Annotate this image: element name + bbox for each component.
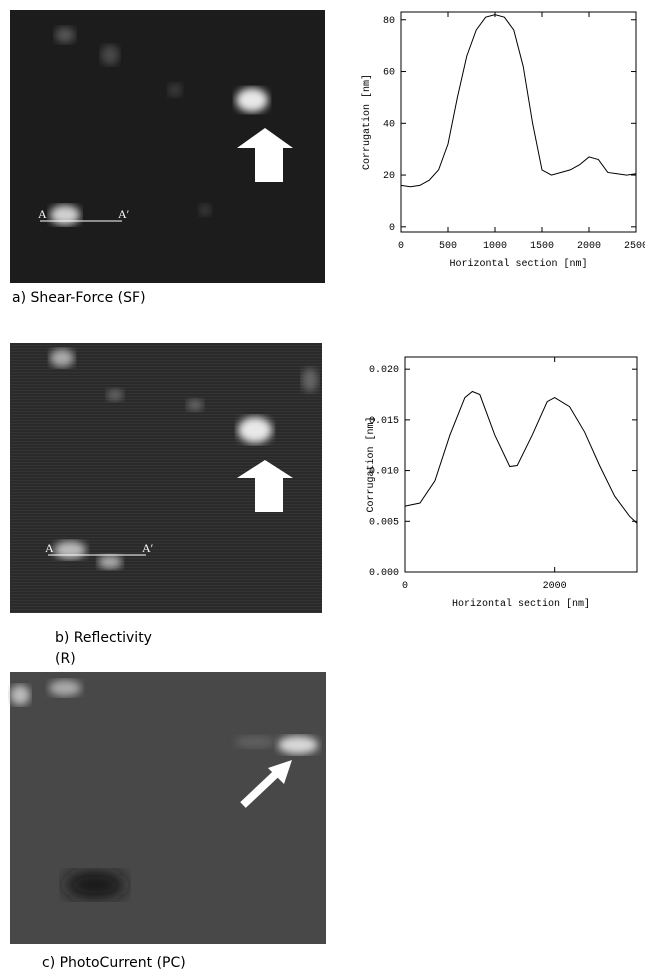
caption: b) Reflectivity <box>55 630 152 646</box>
y-tick-label: 20 <box>383 171 395 182</box>
section-end: A′ <box>118 207 130 221</box>
x-tick-label: 1000 <box>483 241 507 252</box>
caption: a) Shear-Force (SF) <box>12 290 146 306</box>
x-tick-label: 2500 <box>624 241 645 252</box>
y-tick-label: 0.005 <box>369 517 399 528</box>
y-tick-label: 0.020 <box>369 365 399 376</box>
x-axis-label: Horizontal section [nm] <box>449 258 587 270</box>
x-tick-label: 0 <box>402 581 408 592</box>
plot-frame <box>401 12 636 232</box>
y-axis-label: Corrugation [nm] <box>361 74 373 170</box>
x-tick-label: 1500 <box>530 241 554 252</box>
caption: (R) <box>55 651 76 667</box>
x-tick-label: 0 <box>398 241 404 252</box>
sf-image: A A′ <box>10 10 325 283</box>
r-image: A A′ <box>10 343 322 613</box>
x-tick-label: 2000 <box>543 581 567 592</box>
line <box>401 15 636 187</box>
section-start: A <box>45 541 54 555</box>
line <box>405 391 637 523</box>
y-tick-label: 60 <box>383 68 395 79</box>
x-tick-label: 500 <box>439 241 457 252</box>
y-tick-label: 40 <box>383 119 395 130</box>
caption: c) PhotoCurrent (PC) <box>42 955 186 971</box>
y-tick-label: 0.000 <box>369 568 399 579</box>
section-start: A <box>38 207 47 221</box>
y-tick-label: 80 <box>383 16 395 27</box>
x-axis-label: Horizontal section [nm] <box>452 598 590 610</box>
section-end: A′ <box>142 541 154 555</box>
y-tick-label: 0 <box>389 223 395 234</box>
figure: A A′ a) Shear-Force (SF) A A′ b) Reflect… <box>0 0 645 972</box>
y-axis-label: Corrugation [nm] <box>365 416 377 512</box>
x-tick-label: 2000 <box>577 241 601 252</box>
pc-image <box>10 672 326 944</box>
